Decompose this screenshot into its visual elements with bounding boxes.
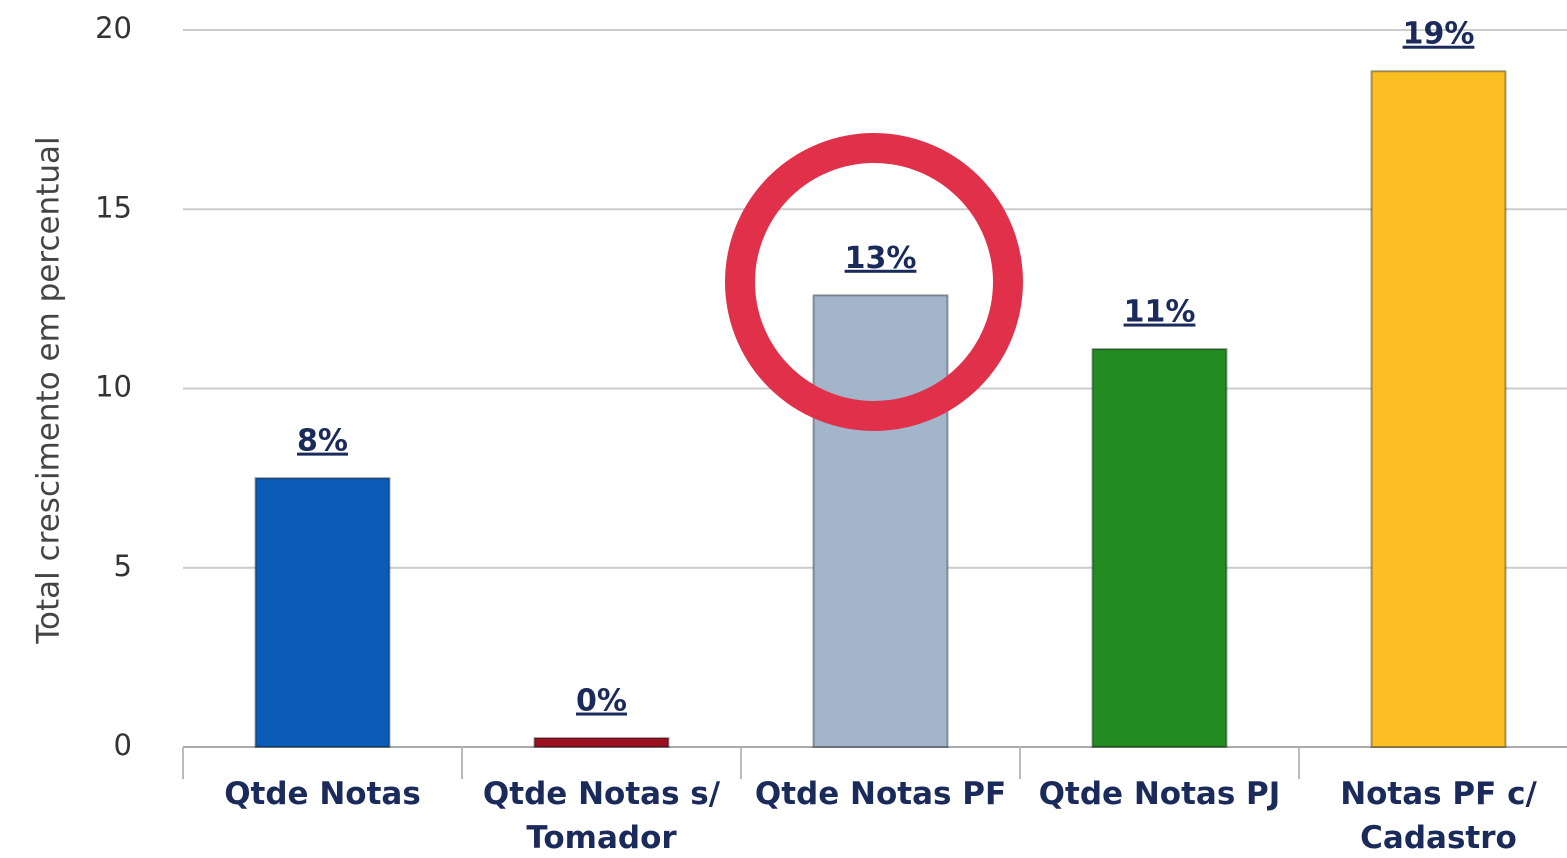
x-tick-label: Qtde Notas PJ (1020, 772, 1299, 816)
x-tick-text: Qtde Notas PF (754, 776, 1007, 812)
bar (812, 294, 949, 748)
x-tick-label: Qtde Notas PF (741, 772, 1020, 816)
x-tick-label: Notas PF c/ Cadastro (1299, 772, 1567, 858)
highlight-circle (725, 133, 1023, 431)
bar (1091, 348, 1228, 748)
x-tick-text: Qtde Notas (224, 776, 421, 812)
x-tick-text: Qtde Notas PJ (1038, 776, 1281, 812)
value-label: 11% (1124, 295, 1196, 330)
value-label: 0% (576, 684, 627, 719)
y-tick-label: 5 (114, 549, 132, 583)
value-label: 8% (297, 424, 348, 459)
value-label: 13% (845, 241, 917, 276)
x-tick-label: Qtde Notas (183, 772, 462, 816)
bar (533, 737, 670, 748)
y-tick-label: 20 (95, 11, 132, 45)
value-label: 19% (1403, 17, 1475, 52)
x-tick-text: Notas PF c/ Cadastro (1340, 776, 1537, 856)
y-tick-label: 10 (95, 370, 132, 404)
bar (254, 477, 391, 748)
y-axis-label: Total crescimento em percentual (31, 136, 67, 644)
y-tick-label: 0 (114, 728, 132, 762)
bar (1370, 70, 1507, 749)
y-tick-label: 15 (95, 190, 132, 224)
x-tick-label: Qtde Notas s/ Tomador (462, 772, 741, 858)
x-tick-text: Qtde Notas s/ Tomador (482, 776, 721, 856)
